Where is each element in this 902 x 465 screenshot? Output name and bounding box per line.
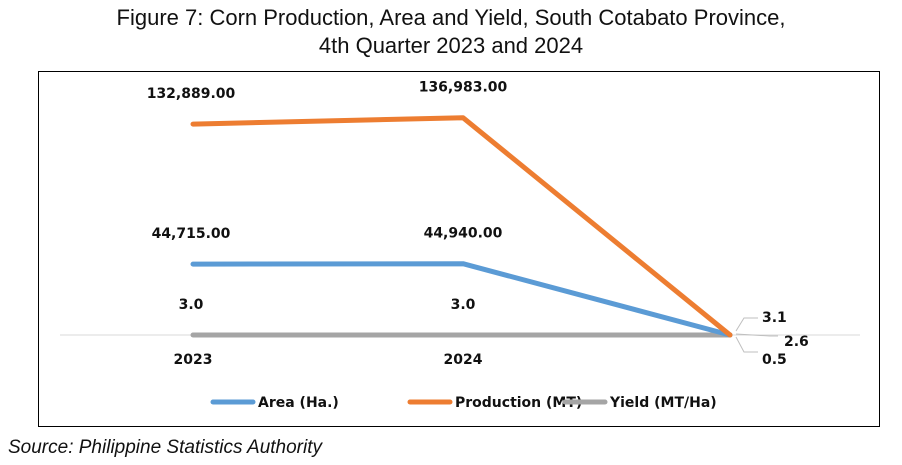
legend-label-area-ha: Area (Ha.) bbox=[258, 395, 339, 411]
series-line-area-ha bbox=[190, 261, 733, 338]
data-label-yield-mt-ha-2: 2.6 bbox=[784, 334, 809, 350]
chart-title-line-1: Figure 7: Corn Production, Area and Yiel… bbox=[116, 5, 786, 30]
leader-line-production-mt bbox=[735, 317, 758, 332]
data-label-yield-mt-ha-1: 3.0 bbox=[451, 297, 476, 313]
data-label-area-ha-2: 0.5 bbox=[762, 352, 787, 368]
data-label-production-mt-2: 3.1 bbox=[762, 310, 787, 326]
data-label-area-ha-1: 44,940.00 bbox=[424, 226, 503, 242]
chart-title-line-2: 4th Quarter 2023 and 2024 bbox=[318, 33, 584, 58]
data-label-area-ha-0: 44,715.00 bbox=[152, 226, 231, 242]
data-label-yield-mt-ha-0: 3.0 bbox=[179, 297, 204, 313]
x-tick-label-2024: 2024 bbox=[444, 352, 483, 368]
series-line-production-mt bbox=[190, 115, 733, 338]
leader-line-area-ha bbox=[735, 336, 758, 353]
chart-frame bbox=[38, 71, 880, 427]
source-note: Source: Philippine Statistics Authority bbox=[8, 437, 323, 458]
x-tick-label-2023: 2023 bbox=[174, 352, 213, 368]
data-label-production-mt-1: 136,983.00 bbox=[419, 80, 508, 96]
legend-label-yield-mt-ha: Yield (MT/Ha) bbox=[609, 395, 717, 411]
data-label-production-mt-0: 132,889.00 bbox=[147, 86, 236, 102]
chart-title: Figure 7: Corn Production, Area and Yiel… bbox=[0, 4, 902, 60]
leader-line-yield-mt-ha bbox=[735, 333, 778, 337]
legend-label-production-mt: Production (MT) bbox=[455, 395, 582, 411]
